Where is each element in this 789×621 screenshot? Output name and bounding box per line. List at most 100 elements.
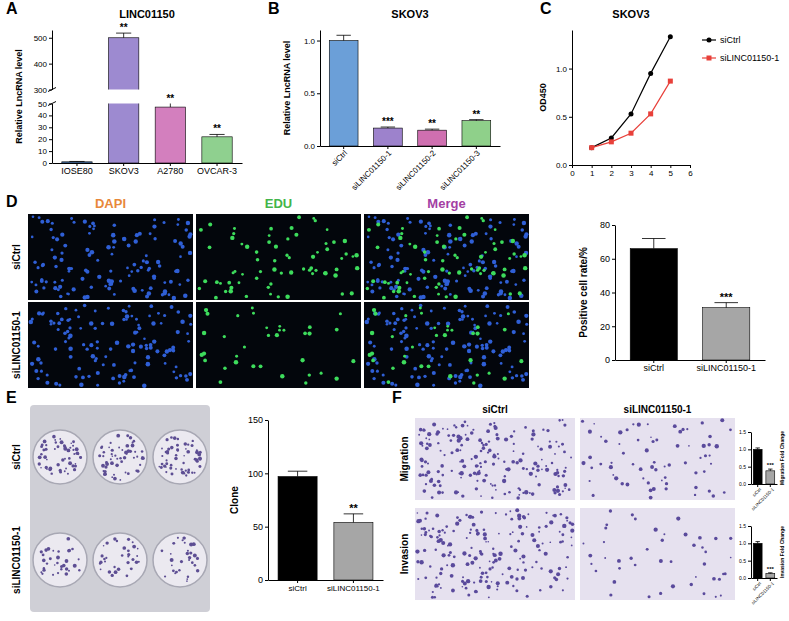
edu-cell <box>259 270 262 273</box>
stained-cell <box>541 459 543 461</box>
tick: 3 <box>629 165 634 178</box>
colony <box>68 457 71 460</box>
cell-nucleus <box>176 223 179 226</box>
stained-cell <box>449 551 452 554</box>
cell-nucleus <box>54 347 58 351</box>
colony <box>71 464 74 467</box>
stained-cell <box>462 464 466 468</box>
cell-nucleus <box>42 312 45 315</box>
row-label: siLINC01150-1 <box>11 526 22 594</box>
cell-nucleus <box>88 253 92 257</box>
colony <box>166 450 170 454</box>
stained-cell <box>421 527 424 530</box>
stained-cell <box>473 581 475 583</box>
edu-cell <box>252 312 255 315</box>
colony <box>49 557 52 560</box>
cell-nucleus <box>483 269 486 272</box>
stained-cell <box>661 480 663 482</box>
edu-cell <box>427 270 430 273</box>
axis-line <box>53 163 243 164</box>
colony <box>50 472 52 474</box>
cell-nucleus <box>376 370 379 373</box>
cell-nucleus <box>187 340 190 343</box>
bar-chart: 01020304050300400500IOSE80SKOV3A2780OVCA… <box>14 0 243 176</box>
error-bar <box>163 104 178 108</box>
cell-nucleus <box>371 283 374 286</box>
colony <box>172 542 175 545</box>
stained-cell <box>498 533 500 535</box>
cell-nucleus <box>168 293 171 296</box>
tick-mark <box>265 580 268 581</box>
cell-nucleus <box>479 337 482 340</box>
edu-cell <box>446 329 449 332</box>
tick: 300 <box>34 86 52 95</box>
colony <box>132 545 136 549</box>
stained-cell <box>511 460 515 464</box>
cell-nucleus <box>400 307 403 310</box>
cell-nucleus <box>102 363 105 366</box>
colony <box>46 468 48 470</box>
stained-cell <box>475 464 479 468</box>
edu-cell <box>413 295 416 298</box>
x-axis: IOSE80SKOV3A2780OVCAR-3 <box>53 163 243 176</box>
colony <box>136 470 139 473</box>
stained-cell <box>536 464 539 467</box>
cell-nucleus <box>176 310 180 314</box>
stained-cell <box>651 440 654 443</box>
cell-nucleus <box>505 280 509 284</box>
stained-cell <box>492 462 495 465</box>
tick-mark <box>265 473 268 474</box>
tick-mark <box>49 151 52 152</box>
cell-nucleus <box>437 322 441 326</box>
stained-cell <box>609 465 613 469</box>
stained-cell <box>676 516 680 520</box>
stained-cell <box>480 510 483 513</box>
cell-nucleus <box>81 376 85 380</box>
column-header: Merge <box>427 196 465 211</box>
stained-cell <box>450 439 453 442</box>
well <box>33 533 87 587</box>
edu-cell <box>208 223 212 227</box>
stained-cell <box>699 457 701 459</box>
colony <box>69 447 71 449</box>
stained-cell <box>512 585 514 587</box>
colony <box>99 561 102 564</box>
x-axis: siCtrlsiLINC01150-1siLINC01150-2siLINC01… <box>321 146 501 192</box>
stained-cell <box>481 442 483 444</box>
stained-cell <box>536 469 539 472</box>
stained-cell <box>551 462 554 465</box>
stained-cell <box>437 470 440 473</box>
stained-cell <box>647 423 649 425</box>
cell-nucleus <box>493 312 496 315</box>
stained-cell <box>519 558 521 560</box>
error-bar <box>116 33 131 38</box>
stained-cell <box>688 445 690 447</box>
cell-nucleus <box>485 286 489 290</box>
edu-cell <box>280 271 283 274</box>
cell-nucleus <box>462 344 466 348</box>
stained-cell <box>510 575 514 579</box>
edu-cell <box>371 359 375 363</box>
stained-cell <box>562 524 566 528</box>
figure: DDAPIEDUMergesiCtrlsiLINC01150-1EsiCtrls… <box>0 0 789 621</box>
tick-label: siCtrl <box>751 487 762 498</box>
colony <box>68 461 72 465</box>
figure-svg: DDAPIEDUMergesiCtrlsiLINC01150-1EsiCtrls… <box>0 0 789 621</box>
colony <box>42 569 45 572</box>
cell-nucleus <box>147 269 150 272</box>
stained-cell <box>432 527 435 530</box>
stained-cell <box>622 452 625 455</box>
cell-nucleus <box>478 259 481 262</box>
y-axis: 300400500 <box>34 31 53 95</box>
cell-nucleus <box>506 305 510 309</box>
cell-nucleus <box>368 340 372 344</box>
cell-nucleus <box>481 344 484 347</box>
edu-cell <box>512 252 515 255</box>
edu-cell <box>230 236 234 240</box>
stained-cell <box>559 541 562 544</box>
edu-cell <box>235 355 238 358</box>
edu-cell <box>240 243 243 246</box>
cell-nucleus <box>111 377 115 381</box>
axis-break <box>48 102 56 106</box>
cell-nucleus <box>515 255 518 258</box>
